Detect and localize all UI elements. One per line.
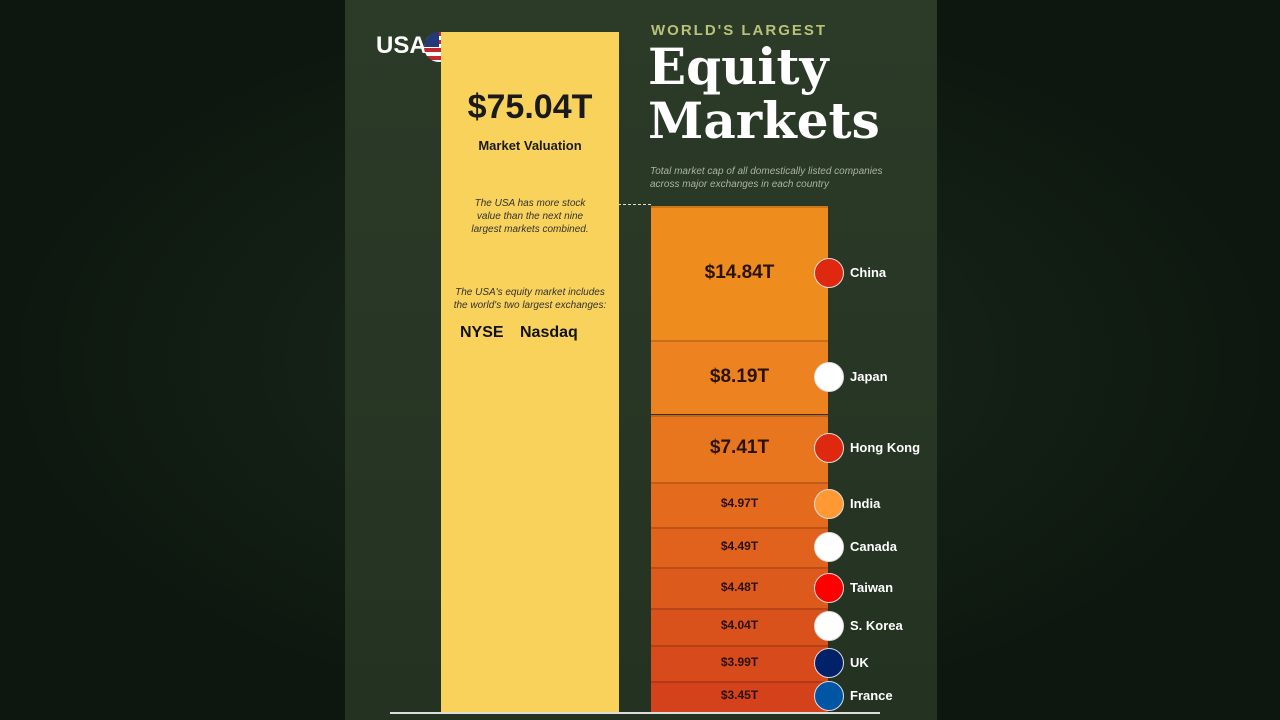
category-label: France xyxy=(850,688,893,704)
connector xyxy=(598,204,651,205)
bar-segment xyxy=(651,340,828,415)
category-label: India xyxy=(850,496,881,512)
flag xyxy=(814,433,844,464)
flag xyxy=(814,258,844,289)
usa-caption: Market Valuation xyxy=(478,138,582,153)
header: WORLD'S LARGEST xyxy=(651,22,828,39)
category-label: UK xyxy=(850,654,869,670)
category-label: S. Korea xyxy=(850,618,903,634)
value-label: $7.41T xyxy=(709,437,770,459)
bar-segment xyxy=(651,680,828,712)
value-label: $3.45T xyxy=(720,688,759,703)
value-label: $14.84T xyxy=(704,262,775,284)
annotation: The USA's equity market includes the wor… xyxy=(453,287,607,311)
bar-segment xyxy=(651,567,828,608)
category-label: Taiwan xyxy=(850,579,894,595)
category-label: China xyxy=(850,265,887,281)
flag xyxy=(814,532,844,563)
bar-segment xyxy=(651,414,828,482)
category-label: Hong Kong xyxy=(850,440,921,456)
value-label: $3.99T xyxy=(720,654,759,669)
flag xyxy=(814,611,844,642)
flag xyxy=(814,362,844,393)
usa-value-label: $75.04T xyxy=(467,88,593,126)
subtitle: Total market cap of all domestically lis… xyxy=(650,166,883,190)
usa-bar xyxy=(441,32,619,712)
flag xyxy=(814,647,844,678)
value-label: $4.97T xyxy=(720,496,759,511)
category-label: Canada xyxy=(850,539,897,555)
exchange-logo: Nasdaq xyxy=(520,324,578,341)
flag xyxy=(814,572,844,603)
value-label: $4.48T xyxy=(720,579,759,594)
value-label: $4.04T xyxy=(720,618,759,633)
bar-segment xyxy=(651,607,828,645)
bar-segment xyxy=(651,644,828,681)
exchange-logo: NYSE xyxy=(460,324,504,341)
bar-segment xyxy=(651,205,828,341)
usa-label: USA xyxy=(376,32,427,59)
annotation: The USA has more stock value than the ne… xyxy=(471,198,589,235)
value-label: $8.19T xyxy=(709,366,770,388)
baseline xyxy=(390,712,880,714)
value-label: $4.49T xyxy=(720,539,759,554)
category-label: Japan xyxy=(850,369,888,385)
chart-title: Equity Markets xyxy=(648,37,880,150)
flag xyxy=(814,681,844,712)
flag xyxy=(814,489,844,520)
bar-segment xyxy=(651,481,828,527)
bar-segment xyxy=(651,526,828,568)
